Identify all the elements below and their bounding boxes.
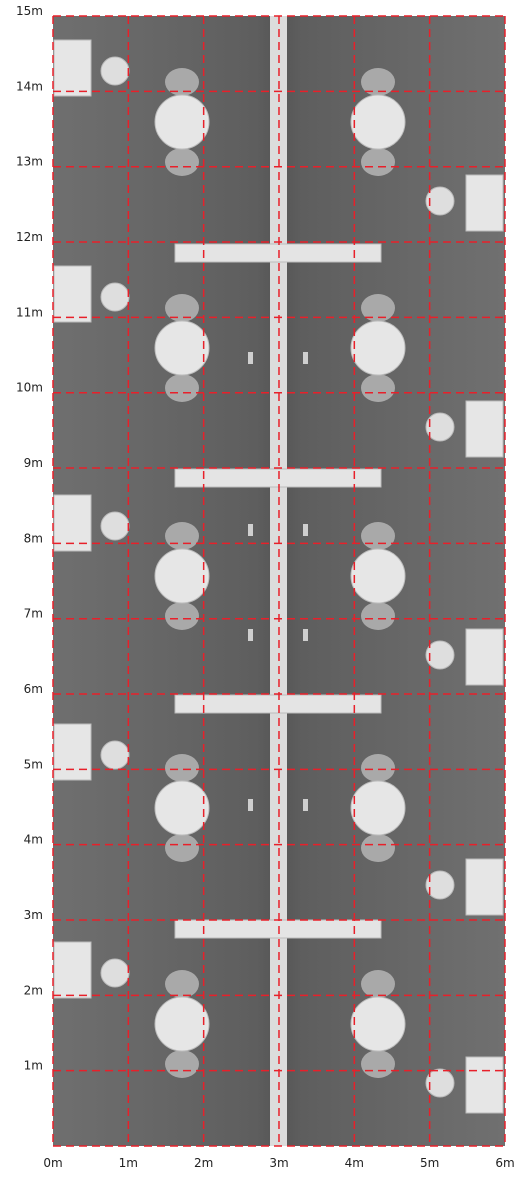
y-tick-label: 5m <box>24 757 43 771</box>
chair <box>361 148 395 176</box>
y-tick-label: 1m <box>24 1059 43 1073</box>
light <box>248 524 253 536</box>
y-tick-label: 7m <box>24 607 43 621</box>
cabinet <box>465 174 504 232</box>
stool <box>425 412 455 442</box>
desk <box>174 919 382 939</box>
y-tick-label: 3m <box>24 908 43 922</box>
chair <box>361 374 395 402</box>
x-tick-label: 3m <box>269 1156 288 1170</box>
round-table <box>350 996 406 1052</box>
cabinet <box>53 941 92 999</box>
x-tick-label: 4m <box>345 1156 364 1170</box>
round-table <box>154 996 210 1052</box>
chair <box>165 602 199 630</box>
round-table <box>350 548 406 604</box>
chair <box>361 522 395 550</box>
light <box>248 799 253 811</box>
round-table <box>350 780 406 836</box>
chair <box>361 294 395 322</box>
chair <box>165 68 199 96</box>
stool <box>425 870 455 900</box>
chair <box>361 1050 395 1078</box>
cabinet <box>465 858 504 916</box>
x-tick-label: 2m <box>194 1156 213 1170</box>
y-tick-label: 13m <box>16 155 43 169</box>
axis-labels: 0m 1m 2m 3m 4m 5m 6m 1m 2m 3m 4m 5m 6m 7m 8m 9m 10m 11m 12… <box>16 4 514 1170</box>
chair <box>165 294 199 322</box>
y-tick-label: 10m <box>16 381 43 395</box>
light <box>303 629 308 641</box>
round-table <box>350 94 406 150</box>
cabinet <box>465 400 504 458</box>
desk <box>174 243 382 263</box>
light <box>303 799 308 811</box>
desk <box>174 468 382 488</box>
round-table <box>154 780 210 836</box>
y-tick-label: 8m <box>24 531 43 545</box>
cabinet <box>53 494 92 552</box>
chair <box>361 970 395 998</box>
stool <box>100 282 130 312</box>
round-table <box>350 320 406 376</box>
cabinet <box>53 723 92 781</box>
stool <box>425 1068 455 1098</box>
y-tick-label: 14m <box>16 79 43 93</box>
stool <box>425 640 455 670</box>
light <box>248 629 253 641</box>
cabinet <box>53 265 92 323</box>
chair <box>165 970 199 998</box>
chair <box>165 374 199 402</box>
stool <box>425 186 455 216</box>
furniture <box>53 39 504 1114</box>
cabinet <box>53 39 92 97</box>
y-tick-label: 12m <box>16 230 43 244</box>
stool <box>100 511 130 541</box>
light <box>303 352 308 364</box>
chair <box>165 1050 199 1078</box>
stool <box>100 958 130 988</box>
x-tick-label: 5m <box>420 1156 439 1170</box>
chair <box>165 834 199 862</box>
desk <box>174 694 382 714</box>
chair <box>165 148 199 176</box>
grid <box>52 15 506 1147</box>
y-tick-label: 15m <box>16 4 43 18</box>
light <box>248 352 253 364</box>
chair <box>165 754 199 782</box>
chair <box>361 68 395 96</box>
stool <box>100 740 130 770</box>
y-tick-label: 11m <box>16 305 43 319</box>
chair <box>361 602 395 630</box>
x-tick-label: 0m <box>43 1156 62 1170</box>
round-table <box>154 320 210 376</box>
stool <box>100 56 130 86</box>
y-tick-label: 6m <box>24 682 43 696</box>
y-tick-label: 9m <box>24 456 43 470</box>
chair <box>361 754 395 782</box>
round-table <box>154 94 210 150</box>
cabinet <box>465 628 504 686</box>
chair <box>361 834 395 862</box>
cabinet <box>465 1056 504 1114</box>
round-table <box>154 548 210 604</box>
y-tick-label: 4m <box>24 833 43 847</box>
x-tick-label: 6m <box>495 1156 514 1170</box>
light <box>303 524 308 536</box>
y-tick-label: 2m <box>24 983 43 997</box>
chair <box>165 522 199 550</box>
x-tick-label: 1m <box>119 1156 138 1170</box>
